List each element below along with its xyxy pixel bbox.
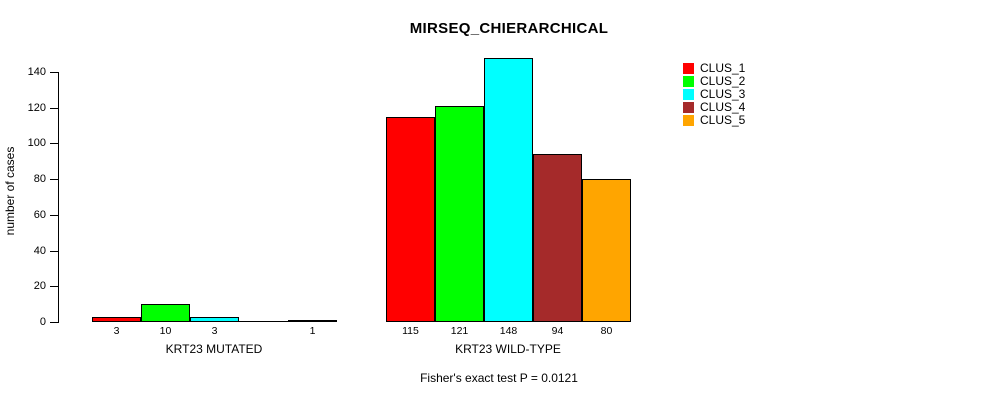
legend-item-label: CLUS_5 — [700, 113, 746, 127]
legend-item-clus_3: CLUS_3 — [683, 88, 745, 101]
bar-clus_4 — [533, 154, 582, 322]
bar-value-label: 10 — [159, 325, 172, 337]
bar-clus_5 — [582, 179, 631, 322]
y-tick-mark — [50, 179, 58, 180]
bar-clus_4 — [239, 321, 288, 322]
bar-value-label: 94 — [551, 325, 564, 337]
y-tick-label: 80 — [33, 173, 46, 185]
legend-swatch-icon — [683, 89, 694, 100]
legend-swatch-icon — [683, 102, 694, 113]
bar-clus_1 — [386, 117, 435, 322]
bar-value-label: 148 — [499, 325, 518, 337]
legend-item-clus_4: CLUS_4 — [683, 101, 745, 114]
bar-value-label: 121 — [450, 325, 469, 337]
legend-item-label: CLUS_2 — [700, 74, 746, 88]
chart-title: MIRSEQ_CHIERARCHICAL — [409, 20, 609, 37]
bar-value-label: 3 — [211, 325, 218, 337]
group-label-krt23-wildtype: KRT23 WILD-TYPE — [455, 342, 561, 356]
y-tick-mark — [50, 108, 58, 109]
bar-clus_5 — [288, 320, 337, 322]
y-tick-label: 40 — [33, 245, 46, 257]
y-tick-label: 20 — [33, 280, 46, 292]
legend-item-label: CLUS_1 — [700, 61, 746, 75]
y-tick-mark — [50, 143, 58, 144]
y-tick-label: 140 — [27, 66, 46, 78]
y-axis-label: number of cases — [3, 146, 17, 236]
bar-clus_2 — [141, 304, 190, 322]
bar-value-label: 80 — [600, 325, 613, 337]
bar-value-label: 3 — [113, 325, 120, 337]
legend-swatch-icon — [683, 76, 694, 87]
bar-clus_1 — [92, 317, 141, 322]
bar-value-label: 1 — [309, 325, 316, 337]
y-tick-mark — [50, 286, 58, 287]
legend-item-clus_5: CLUS_5 — [683, 114, 745, 127]
legend-item-clus_1: CLUS_1 — [683, 62, 745, 75]
bar-clus_3 — [190, 317, 239, 322]
legend-item-label: CLUS_4 — [700, 100, 746, 114]
y-tick-label: 120 — [27, 102, 46, 114]
legend-item-clus_2: CLUS_2 — [683, 75, 745, 88]
bar-clus_2 — [435, 106, 484, 322]
y-tick-mark — [50, 215, 58, 216]
bar-value-label: 115 — [402, 325, 419, 337]
y-tick-mark — [50, 251, 58, 252]
y-tick-mark — [50, 322, 58, 323]
legend-swatch-icon — [683, 115, 694, 126]
group-label-krt23-mutated: KRT23 MUTATED — [165, 342, 263, 356]
legend-item-label: CLUS_3 — [700, 87, 746, 101]
y-tick-label: 0 — [39, 316, 46, 328]
y-tick-label: 60 — [33, 209, 46, 221]
bar-clus_3 — [484, 58, 533, 322]
y-tick-label: 100 — [27, 137, 46, 149]
legend: CLUS_1 CLUS_2 CLUS_3 CLUS_4 CLUS_5 — [683, 62, 745, 127]
y-tick-mark — [50, 72, 58, 73]
legend-swatch-icon — [683, 63, 694, 74]
fisher-test-annotation: Fisher's exact test P = 0.0121 — [420, 371, 578, 385]
y-axis-line — [58, 72, 59, 323]
